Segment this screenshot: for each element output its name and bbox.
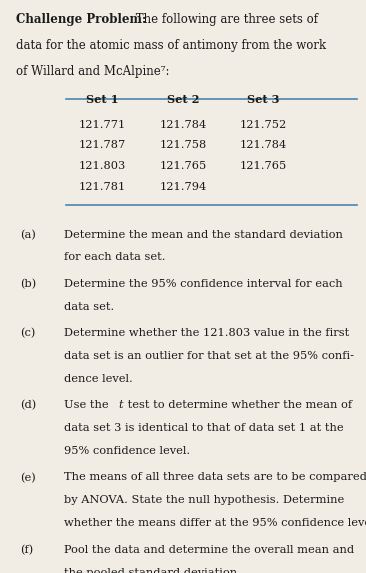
Text: (c): (c): [20, 328, 36, 339]
Text: (b): (b): [20, 279, 36, 289]
Text: of Willard and McAlpine⁷:: of Willard and McAlpine⁷:: [16, 65, 170, 79]
Text: 121.771: 121.771: [79, 120, 126, 129]
Text: Pool the data and determine the overall mean and: Pool the data and determine the overall …: [64, 545, 354, 555]
Text: Determine the 95% confidence interval for each: Determine the 95% confidence interval fo…: [64, 279, 343, 289]
Text: 121.765: 121.765: [240, 161, 287, 171]
Text: 121.765: 121.765: [159, 161, 207, 171]
Text: 121.758: 121.758: [159, 140, 207, 150]
Text: test to determine whether the mean of: test to determine whether the mean of: [124, 401, 352, 410]
Text: Use the: Use the: [64, 401, 112, 410]
Text: 121.787: 121.787: [79, 140, 126, 150]
Text: (f): (f): [20, 545, 33, 555]
Text: Determine the mean and the standard deviation: Determine the mean and the standard devi…: [64, 230, 343, 240]
Text: data set is an outlier for that set at the 95% confi-: data set is an outlier for that set at t…: [64, 351, 354, 361]
Text: t: t: [118, 401, 123, 410]
Text: (a): (a): [20, 230, 36, 240]
Text: 95% confidence level.: 95% confidence level.: [64, 446, 190, 456]
Text: The means of all three data sets are to be compared: The means of all three data sets are to …: [64, 473, 366, 482]
Text: by ANOVA. State the null hypothesis. Determine: by ANOVA. State the null hypothesis. Det…: [64, 496, 344, 505]
Text: Set 2: Set 2: [167, 95, 199, 105]
Text: 121.781: 121.781: [79, 182, 126, 192]
Text: 121.752: 121.752: [240, 120, 287, 129]
Text: Challenge Problem:: Challenge Problem:: [16, 13, 147, 26]
Text: 121.784: 121.784: [159, 120, 207, 129]
Text: 121.803: 121.803: [79, 161, 126, 171]
Text: data set 3 is identical to that of data set 1 at the: data set 3 is identical to that of data …: [64, 423, 344, 433]
Text: the pooled standard deviation.: the pooled standard deviation.: [64, 568, 241, 573]
Text: 121.784: 121.784: [240, 140, 287, 150]
Text: 121.794: 121.794: [159, 182, 207, 192]
Text: (e): (e): [20, 473, 36, 483]
Text: (d): (d): [20, 401, 36, 411]
Text: data set.: data set.: [64, 302, 114, 312]
Text: Determine whether the 121.803 value in the first: Determine whether the 121.803 value in t…: [64, 328, 349, 338]
Text: data for the atomic mass of antimony from the work: data for the atomic mass of antimony fro…: [16, 39, 326, 52]
Text: The following are three sets of: The following are three sets of: [132, 13, 318, 26]
Text: whether the means differ at the 95% confidence level.: whether the means differ at the 95% conf…: [64, 519, 366, 528]
Text: dence level.: dence level.: [64, 374, 133, 384]
Text: Set 1: Set 1: [86, 95, 119, 105]
Text: Set 3: Set 3: [247, 95, 280, 105]
Text: for each data set.: for each data set.: [64, 253, 165, 262]
